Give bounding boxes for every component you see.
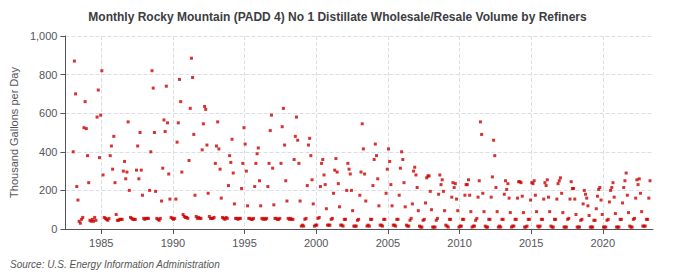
svg-text:0: 0 bbox=[51, 223, 57, 235]
svg-text:200: 200 bbox=[39, 184, 57, 196]
svg-text:2020: 2020 bbox=[591, 237, 615, 249]
svg-text:Monthly Rocky Mountain (PADD 4: Monthly Rocky Mountain (PADD 4) No 1 Dis… bbox=[88, 10, 587, 24]
svg-text:2015: 2015 bbox=[519, 237, 543, 249]
svg-text:Thousand Gallons per Day: Thousand Gallons per Day bbox=[8, 67, 20, 198]
svg-text:Source: U.S. Energy Informatio: Source: U.S. Energy Information Administ… bbox=[10, 259, 220, 270]
svg-text:400: 400 bbox=[39, 146, 57, 158]
svg-text:1985: 1985 bbox=[89, 237, 113, 249]
svg-text:800: 800 bbox=[39, 69, 57, 81]
svg-text:2010: 2010 bbox=[447, 237, 471, 249]
svg-text:1,000: 1,000 bbox=[30, 30, 58, 42]
svg-text:2000: 2000 bbox=[304, 237, 328, 249]
svg-text:600: 600 bbox=[39, 107, 57, 119]
svg-text:2005: 2005 bbox=[376, 237, 400, 249]
svg-text:1995: 1995 bbox=[232, 237, 256, 249]
svg-text:1990: 1990 bbox=[161, 237, 185, 249]
